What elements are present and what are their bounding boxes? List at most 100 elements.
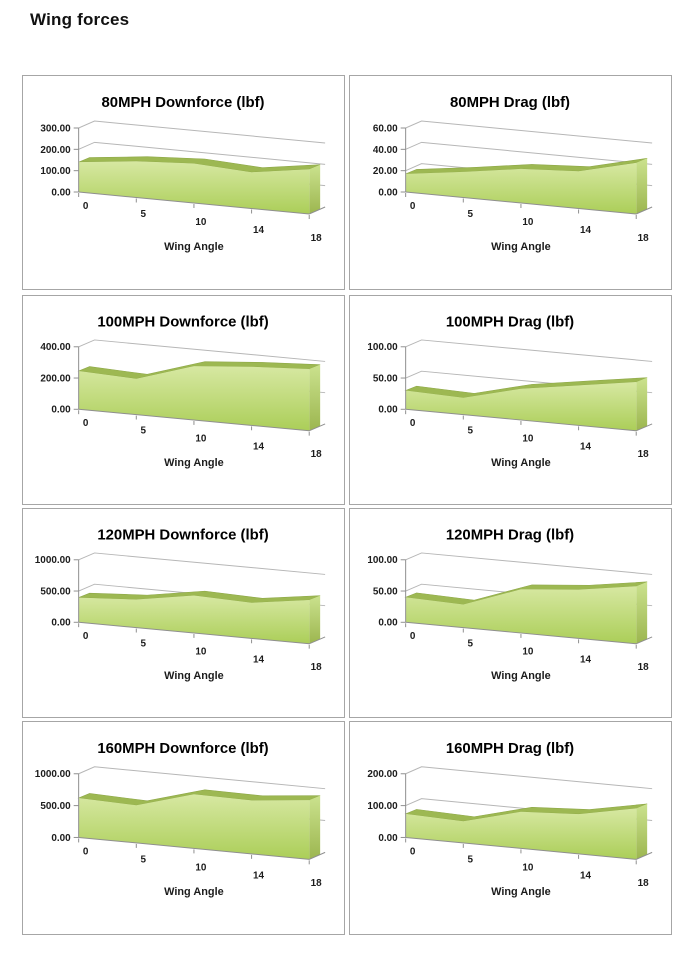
chart-svg: 80MPH Drag (lbf) 60.00 40.00 20.00 0.00 0 5 10 1… xyxy=(373,94,653,253)
page-title: Wing forces xyxy=(30,10,130,29)
x-tick-label: 14 xyxy=(253,654,265,665)
x-axis xyxy=(405,621,653,645)
x-tick-label: 14 xyxy=(580,870,592,881)
area-series-front xyxy=(405,162,637,214)
x-tick-label: 5 xyxy=(140,854,146,865)
x-axis xyxy=(405,191,653,215)
x-axis xyxy=(405,408,653,432)
x-tick-label: 14 xyxy=(253,870,265,881)
gridline xyxy=(78,766,326,790)
x-axis-title: Wing Angle xyxy=(491,670,551,682)
x-axis xyxy=(78,408,326,432)
gridline xyxy=(78,141,326,165)
x-axis-title: Wing Angle xyxy=(164,670,224,682)
area-series-front xyxy=(405,808,637,860)
y-tick-label: 100.00 xyxy=(367,801,398,812)
chart-card: 80MPH Downforce (lbf) 300.00 200.00 100.00 0… xyxy=(22,75,345,290)
area-series-side xyxy=(636,581,648,644)
y-tick-label: 100.00 xyxy=(367,555,398,566)
x-tick-label: 0 xyxy=(83,201,89,212)
y-tick-label: 50.00 xyxy=(373,587,398,598)
gridline xyxy=(405,766,653,790)
x-tick-label: 18 xyxy=(638,233,649,244)
x-tick-label: 10 xyxy=(522,862,534,873)
y-tick-label: 0.00 xyxy=(51,187,71,198)
x-tick-label: 14 xyxy=(580,441,592,452)
x-tick-label: 0 xyxy=(83,631,89,642)
chart-title: 120MPH Drag (lbf) xyxy=(446,527,574,543)
chart-svg: 160MPH Drag (lbf) 200.00 100.00 0.00 0 5 10 14 1… xyxy=(367,741,653,898)
x-tick-label: 18 xyxy=(311,233,322,244)
x-tick-label: 5 xyxy=(140,209,146,220)
chart-title: 160MPH Drag (lbf) xyxy=(446,741,574,757)
x-tick-label: 5 xyxy=(140,639,146,650)
chart-svg: 100MPH Downforce (lbf) 400.00 200.00 0.00 0 5… xyxy=(40,314,326,469)
area-series-ridge xyxy=(404,377,648,399)
x-tick-label: 0 xyxy=(410,418,416,429)
area-series-side xyxy=(636,803,648,860)
x-tick-label: 5 xyxy=(467,854,473,865)
x-tick-label: 10 xyxy=(522,434,534,445)
y-tick-label: 300.00 xyxy=(40,123,71,134)
y-tick-label: 500.00 xyxy=(40,587,71,598)
area-series-front xyxy=(78,794,310,860)
chart-card: 100MPH Downforce (lbf) 400.00 200.00 0.00 0 5… xyxy=(22,295,345,505)
chart-title: 100MPH Drag (lbf) xyxy=(446,314,574,330)
x-tick-label: 18 xyxy=(638,449,650,460)
x-tick-label: 18 xyxy=(311,662,323,673)
x-axis-title: Wing Angle xyxy=(491,886,551,898)
x-axis xyxy=(405,836,653,860)
chart-svg: 160MPH Downforce (lbf) 1000.00 500.00 0.00 0… xyxy=(35,741,326,898)
y-tick-label: 50.00 xyxy=(373,374,398,385)
x-tick-label: 10 xyxy=(522,217,533,228)
chart-svg: 100MPH Drag (lbf) 100.00 50.00 0.00 0 5 10 14 18… xyxy=(367,314,653,469)
y-tick-label: 200.00 xyxy=(367,769,398,780)
gridline xyxy=(405,120,653,144)
chart-card: 120MPH Downforce (lbf) 1000.00 500.00 0.00 0… xyxy=(22,508,345,718)
gridline xyxy=(78,120,326,144)
x-tick-label: 10 xyxy=(195,434,207,445)
y-tick-label: 1000.00 xyxy=(35,769,71,780)
area-series-front xyxy=(405,586,637,644)
x-axis-title: Wing Angle xyxy=(164,457,224,469)
y-tick-label: 200.00 xyxy=(40,374,71,385)
chart-card: 80MPH Drag (lbf) 60.00 40.00 20.00 0.00 0 5 10 1… xyxy=(349,75,672,290)
x-tick-label: 18 xyxy=(311,878,323,889)
y-tick-label: 0.00 xyxy=(378,405,398,416)
x-tick-label: 14 xyxy=(580,654,592,665)
chart-card: 160MPH Downforce (lbf) 1000.00 500.00 0.00 0… xyxy=(22,721,345,935)
area-series-side xyxy=(636,377,648,431)
x-axis-title: Wing Angle xyxy=(164,241,224,253)
y-tick-label: 0.00 xyxy=(51,833,71,844)
x-tick-label: 5 xyxy=(467,639,473,650)
y-tick-label: 500.00 xyxy=(40,801,71,812)
y-tick-label: 0.00 xyxy=(378,618,398,629)
chart-title: 80MPH Drag (lbf) xyxy=(450,94,570,111)
x-tick-label: 18 xyxy=(638,662,650,673)
area-series-front xyxy=(405,382,637,431)
y-tick-label: 0.00 xyxy=(378,187,398,198)
area-series-ridge xyxy=(404,581,648,605)
y-tick-label: 0.00 xyxy=(51,405,71,416)
y-tick-label: 100.00 xyxy=(367,342,398,353)
chart-title: 80MPH Downforce (lbf) xyxy=(102,94,265,111)
x-axis-title: Wing Angle xyxy=(491,241,551,253)
y-tick-label: 0.00 xyxy=(378,833,398,844)
chart-svg: 120MPH Drag (lbf) 100.00 50.00 0.00 0 5 10 14 18… xyxy=(367,527,653,682)
gridline xyxy=(405,552,653,575)
y-tick-label: 60.00 xyxy=(373,123,398,134)
y-tick-label: 400.00 xyxy=(40,342,71,353)
gridline xyxy=(405,141,653,165)
gridline xyxy=(405,339,653,362)
x-tick-label: 0 xyxy=(410,631,416,642)
chart-title: 160MPH Downforce (lbf) xyxy=(97,741,268,757)
chart-card: 100MPH Drag (lbf) 100.00 50.00 0.00 0 5 10 14 18… xyxy=(349,295,672,505)
x-tick-label: 14 xyxy=(580,225,591,236)
x-tick-label: 0 xyxy=(410,846,416,857)
area-series-side xyxy=(309,795,321,860)
x-axis-title: Wing Angle xyxy=(491,457,551,469)
y-tick-label: 1000.00 xyxy=(35,555,71,566)
x-tick-label: 10 xyxy=(195,647,207,658)
x-tick-label: 10 xyxy=(195,217,206,228)
area-series-side xyxy=(309,164,321,214)
